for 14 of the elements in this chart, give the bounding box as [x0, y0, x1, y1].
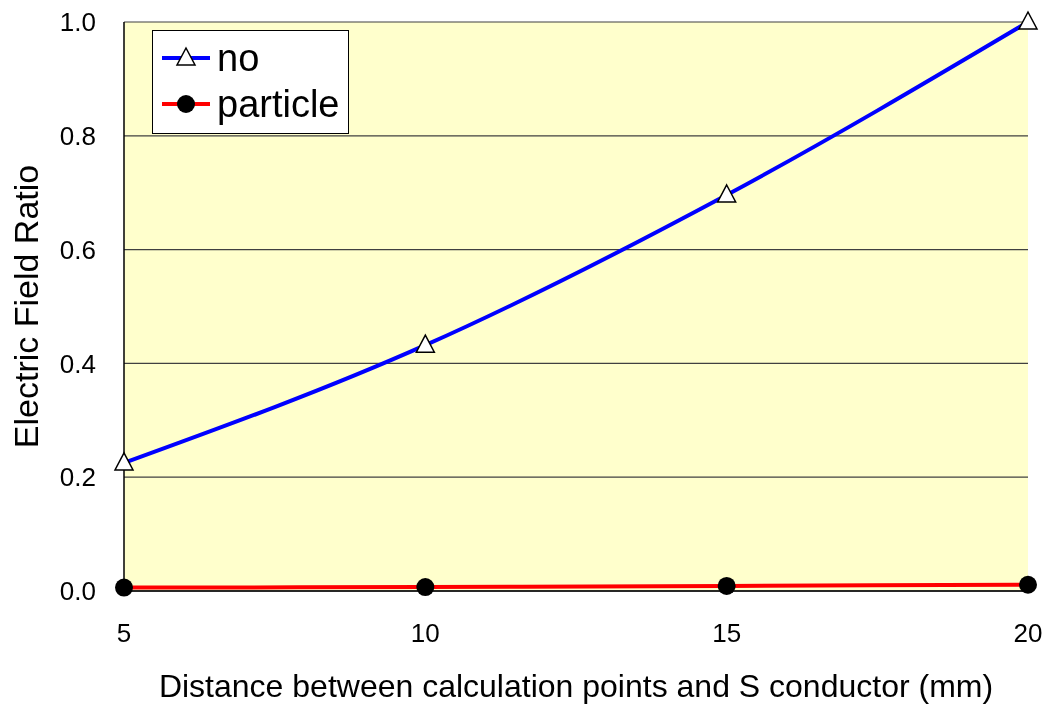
- x-tick-label: 15: [712, 618, 742, 649]
- x-tick-label: 20: [1013, 618, 1043, 649]
- y-tick-label: 0.4: [59, 348, 96, 379]
- x-axis-title: Distance between calculation points and S conductor (mm): [158, 668, 994, 704]
- x-tick-label: 5: [116, 618, 132, 649]
- y-tick-label: 0.8: [59, 121, 96, 152]
- y-axis-title: Electric Field Ratio: [7, 164, 45, 449]
- y-tick-label: 0.2: [59, 462, 96, 493]
- y-tick-label: 1.0: [59, 7, 96, 38]
- y-tick-label: 0.0: [59, 576, 96, 607]
- legend-label: particle: [217, 82, 340, 127]
- x-tick-label: 10: [410, 618, 440, 649]
- y-tick-label: 0.6: [59, 234, 96, 265]
- legend-label: no: [217, 36, 260, 81]
